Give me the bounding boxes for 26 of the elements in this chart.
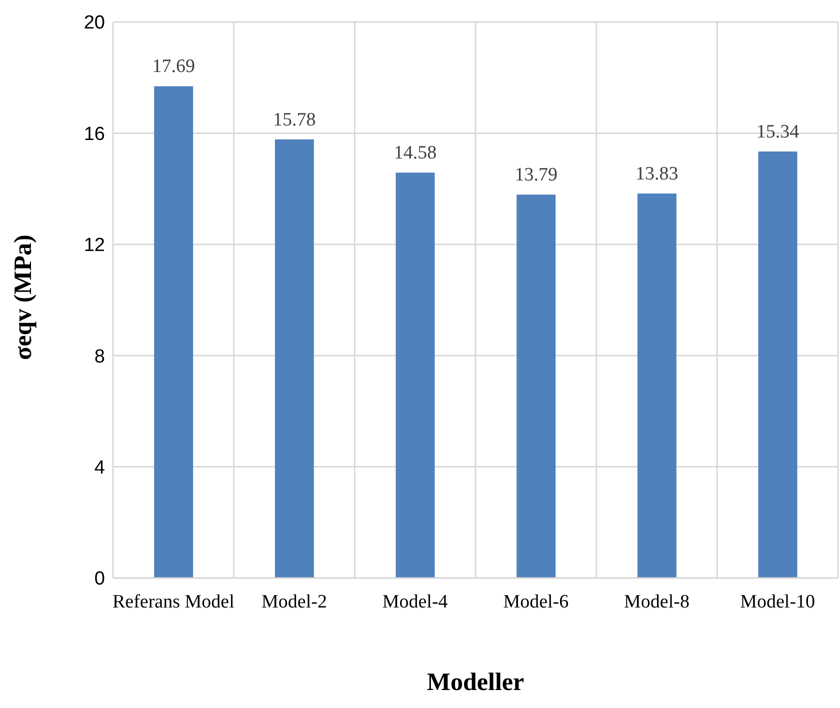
x-tick-label: Model-2 <box>262 591 327 612</box>
x-axis-title: Modeller <box>426 669 524 696</box>
y-tick-label: 8 <box>94 346 105 368</box>
y-tick-label: 16 <box>84 124 105 145</box>
y-tick-label: 0 <box>94 568 105 590</box>
data-label: 15.78 <box>273 109 316 130</box>
data-label: 13.83 <box>636 164 678 185</box>
y-tick-label: 12 <box>84 235 105 256</box>
data-label: 13.79 <box>514 164 558 186</box>
data-label: 15.34 <box>756 122 800 143</box>
x-tick-label: Model-6 <box>503 591 569 612</box>
y-tick-label: 4 <box>94 458 106 479</box>
x-tick-label: Model-8 <box>624 591 690 612</box>
y-tick-label: 20 <box>84 12 105 34</box>
x-tick-label: Model-4 <box>382 591 448 612</box>
data-label: 17.69 <box>152 56 195 78</box>
bar <box>758 152 798 578</box>
data-label: 14.58 <box>394 142 437 164</box>
bar <box>516 194 556 578</box>
x-tick-label: Referans Model <box>112 591 234 612</box>
bar <box>274 139 314 578</box>
bar <box>637 194 676 578</box>
x-tick-label: Model-10 <box>740 591 816 612</box>
y-axis-title: σeqv (MPa) <box>10 234 37 360</box>
bar <box>154 86 194 578</box>
bar <box>396 172 435 578</box>
